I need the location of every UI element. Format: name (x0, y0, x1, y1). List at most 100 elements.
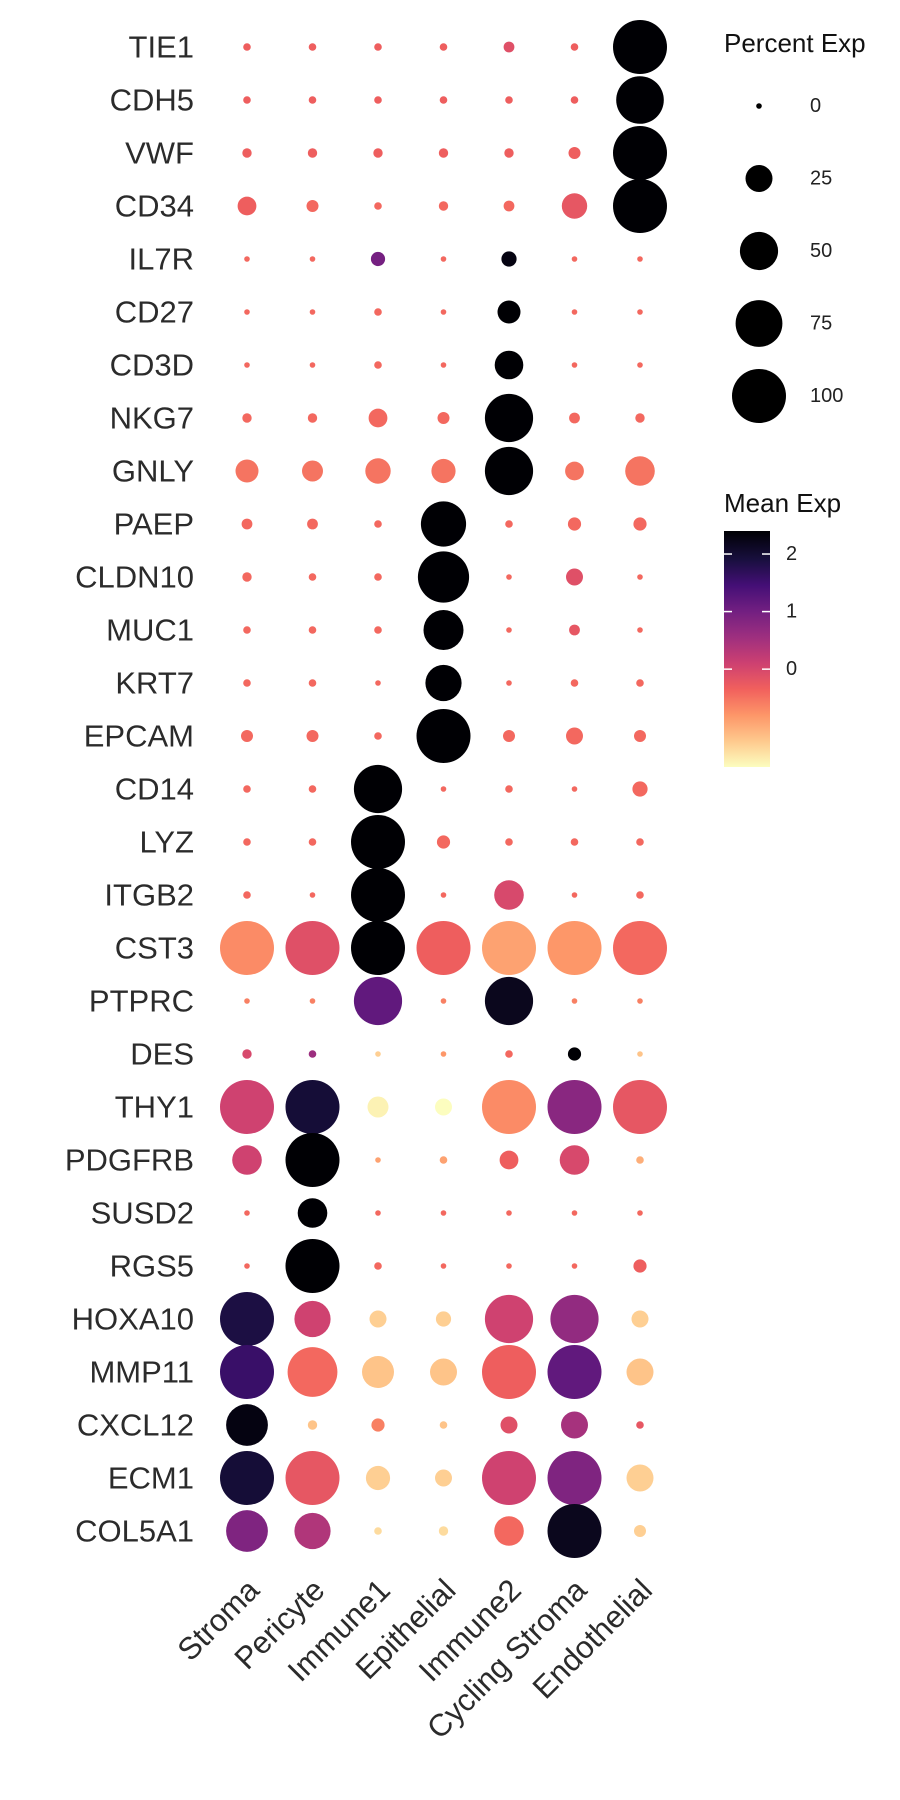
expression-dot (505, 785, 513, 793)
expression-dot (484, 446, 534, 496)
expression-dot (308, 626, 317, 634)
expression-dot (308, 785, 317, 793)
expression-dot (637, 998, 643, 1004)
size-legend-title: Percent Exp (724, 28, 866, 58)
expression-dot (285, 1451, 340, 1505)
expression-dot (571, 256, 578, 262)
expression-dot (440, 998, 447, 1004)
expression-dot (613, 126, 667, 180)
expression-dot (440, 362, 447, 368)
expression-dot (351, 815, 405, 869)
size-legend-label: 75 (810, 313, 832, 335)
expression-dot (440, 892, 447, 898)
expression-dot (637, 256, 643, 262)
expression-dot (637, 309, 643, 315)
expression-dot (636, 1421, 644, 1429)
expression-dot (636, 838, 644, 846)
expression-dot (570, 96, 579, 104)
expression-dot (285, 921, 340, 975)
expression-dot (567, 1047, 582, 1061)
expression-dot (505, 838, 513, 846)
expression-dot (504, 148, 514, 158)
expression-dot (365, 458, 391, 484)
expression-dot (561, 1411, 588, 1439)
expression-dot (636, 1156, 644, 1164)
gene-axis-labels: TIE1 CDH5 VWF CD34 IL7R CD27 CD3D NKG7 GNLY PAEP C… (65, 30, 194, 1549)
expression-dot (634, 1525, 646, 1537)
expression-dot (503, 41, 515, 53)
expression-dot (440, 1051, 447, 1057)
expression-dot (547, 1080, 602, 1134)
expression-dot (497, 300, 521, 324)
expression-dot (244, 1210, 250, 1216)
expression-dot (439, 1421, 448, 1429)
expression-dot (308, 573, 317, 581)
size-legend-dot (756, 103, 762, 109)
expression-dot (416, 709, 471, 763)
expression-dot (309, 362, 316, 368)
gene-label: HOXA10 (72, 1302, 194, 1337)
expression-dot (637, 1051, 643, 1057)
color-legend-label: 2 (786, 543, 797, 565)
expression-dot (374, 1527, 382, 1535)
gene-label: SUSD2 (91, 1196, 194, 1231)
expression-dot (374, 626, 382, 634)
expression-dot (220, 1292, 274, 1346)
expression-dot (294, 1300, 331, 1338)
expression-dot (438, 1526, 449, 1536)
expression-dot (505, 96, 513, 104)
gene-label: VWF (125, 136, 194, 171)
expression-dot (374, 1262, 382, 1270)
expression-dot (440, 309, 447, 315)
expression-dot (561, 193, 588, 219)
expression-dot (571, 1263, 578, 1269)
expression-dot (244, 362, 250, 368)
expression-dot (241, 518, 253, 530)
gene-label: RGS5 (110, 1249, 194, 1284)
expression-dot (568, 147, 581, 159)
expression-dot (435, 1311, 452, 1327)
expression-dot (302, 460, 323, 482)
expression-dot (494, 880, 524, 910)
expression-dot (235, 459, 259, 483)
expression-dot (570, 43, 579, 51)
gene-label: CLDN10 (75, 560, 194, 595)
expression-dot (482, 1451, 536, 1505)
expression-dot (616, 76, 664, 124)
expression-dot (244, 309, 250, 315)
expression-dot (435, 1098, 452, 1116)
expression-dot (566, 568, 583, 586)
gene-label: EPCAM (84, 719, 194, 754)
expression-dot (244, 256, 250, 262)
expression-dot (635, 413, 645, 423)
expression-dot (484, 393, 534, 443)
expression-dot (374, 308, 382, 316)
gene-label: CST3 (115, 931, 194, 966)
expression-dot (232, 1145, 262, 1175)
expression-dot (440, 256, 447, 262)
expression-dot (637, 627, 643, 633)
expression-dot (484, 1294, 534, 1344)
expression-dot (243, 785, 251, 793)
gene-label: CD3D (110, 348, 194, 383)
expression-dot (220, 1451, 274, 1505)
expression-dot (416, 921, 471, 975)
expression-dot (308, 679, 317, 687)
gene-label: CD14 (115, 772, 194, 807)
expression-dot (285, 1080, 340, 1134)
expression-dot (244, 998, 250, 1004)
gene-label: COL5A1 (75, 1514, 194, 1549)
expression-dot (613, 179, 667, 233)
gene-label: LYZ (139, 825, 194, 860)
expression-dot (500, 1416, 518, 1434)
expression-dot (634, 730, 646, 742)
expression-dot (436, 835, 451, 849)
expression-dot (633, 517, 647, 531)
expression-dot (570, 838, 579, 846)
color-legend-label: 0 (786, 658, 797, 680)
expression-dot (375, 1210, 381, 1216)
expression-dot (308, 1050, 317, 1058)
gene-label: ECM1 (108, 1461, 194, 1496)
expression-dot (613, 921, 667, 975)
expression-dot (351, 921, 405, 975)
